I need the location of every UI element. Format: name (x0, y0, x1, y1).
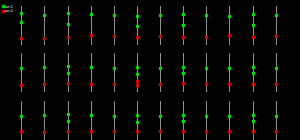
Legend: run1, run2: run1, run2 (2, 5, 14, 13)
